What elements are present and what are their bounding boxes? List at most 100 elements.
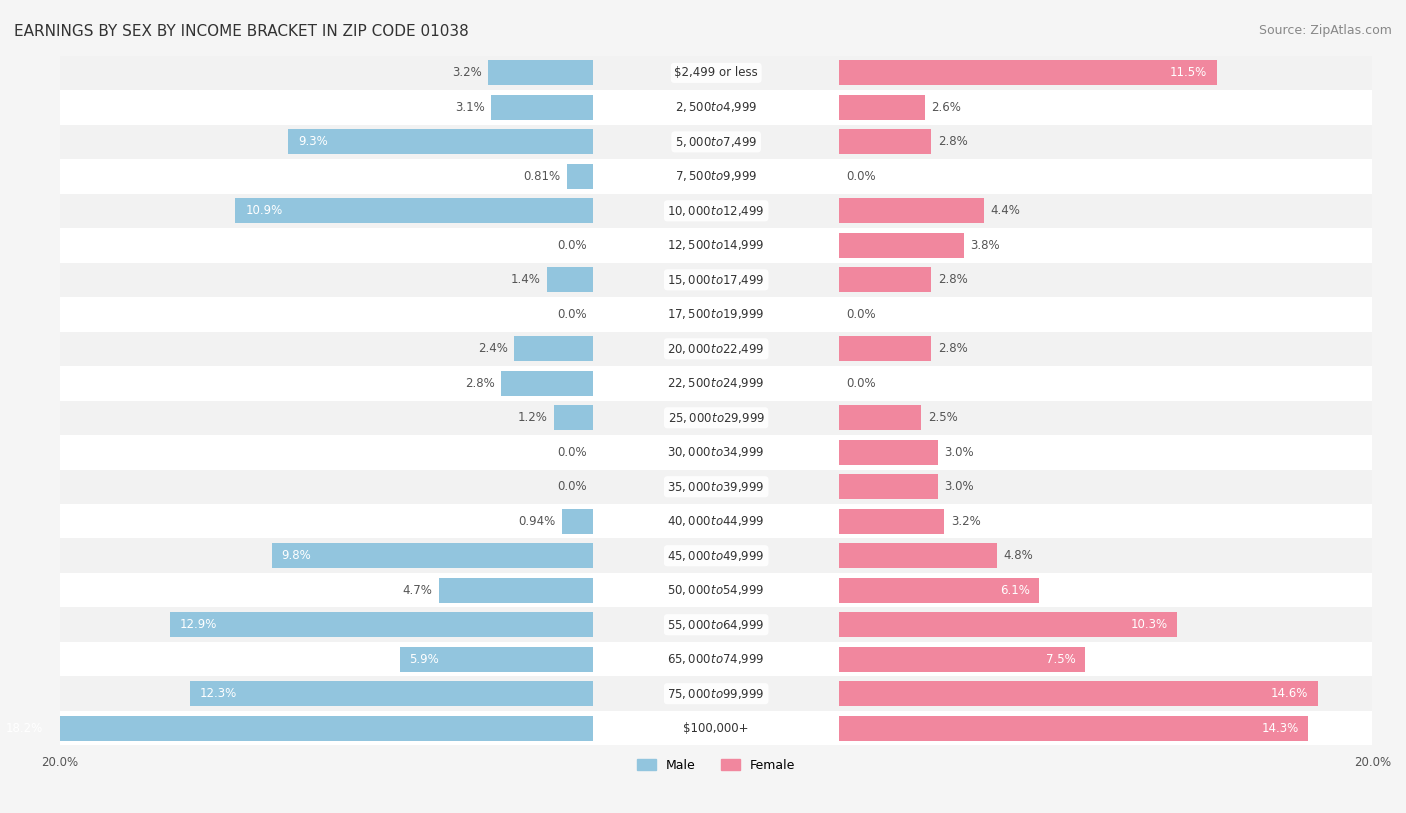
Text: 5.9%: 5.9% [409,653,439,666]
Text: 0.0%: 0.0% [557,480,586,493]
Text: 2.8%: 2.8% [465,376,495,389]
Text: 3.1%: 3.1% [456,101,485,114]
Bar [60,676,1372,711]
Bar [271,543,593,568]
Bar [839,715,1309,741]
Text: 14.6%: 14.6% [1271,687,1309,700]
Text: 20.0%: 20.0% [1354,756,1391,769]
Bar [839,406,921,430]
Bar [839,543,997,568]
Text: 0.81%: 0.81% [523,170,560,183]
Bar [515,337,593,361]
Bar [492,95,593,120]
Text: Source: ZipAtlas.com: Source: ZipAtlas.com [1258,24,1392,37]
Text: 18.2%: 18.2% [6,722,44,735]
Bar [488,60,593,85]
Bar [562,509,593,533]
Text: 2.6%: 2.6% [931,101,960,114]
Bar [60,470,1372,504]
Text: 0.0%: 0.0% [557,239,586,252]
Bar [60,297,1372,332]
Text: $22,500 to $24,999: $22,500 to $24,999 [668,376,765,390]
Text: 4.8%: 4.8% [1004,550,1033,563]
Text: $55,000 to $64,999: $55,000 to $64,999 [668,618,765,632]
Bar [60,332,1372,366]
Text: 2.5%: 2.5% [928,411,957,424]
Bar [567,164,593,189]
Bar [170,612,593,637]
Bar [839,95,925,120]
Bar [60,159,1372,193]
Text: 2.4%: 2.4% [478,342,508,355]
Bar [839,267,931,292]
Text: 14.3%: 14.3% [1261,722,1299,735]
Text: $20,000 to $22,499: $20,000 to $22,499 [668,341,765,356]
Text: 1.2%: 1.2% [517,411,547,424]
Text: 10.9%: 10.9% [245,204,283,217]
Text: $40,000 to $44,999: $40,000 to $44,999 [668,515,765,528]
Text: 0.0%: 0.0% [557,308,586,321]
Bar [60,401,1372,435]
Bar [839,198,984,224]
Bar [60,711,1372,746]
Bar [60,55,1372,90]
Text: 2.8%: 2.8% [938,273,967,286]
Text: 12.9%: 12.9% [180,618,217,631]
Bar [60,642,1372,676]
Bar [547,267,593,292]
Text: EARNINGS BY SEX BY INCOME BRACKET IN ZIP CODE 01038: EARNINGS BY SEX BY INCOME BRACKET IN ZIP… [14,24,468,39]
Text: 3.2%: 3.2% [451,67,482,80]
Bar [839,440,938,465]
Text: $35,000 to $39,999: $35,000 to $39,999 [668,480,765,493]
Text: $17,500 to $19,999: $17,500 to $19,999 [668,307,765,321]
Text: 2.8%: 2.8% [938,136,967,148]
Text: 3.8%: 3.8% [970,239,1000,252]
Text: 12.3%: 12.3% [200,687,236,700]
Bar [439,578,593,602]
Bar [839,509,945,533]
Bar [190,681,593,706]
Bar [839,129,931,154]
Text: 9.8%: 9.8% [281,550,311,563]
Bar [554,406,593,430]
Text: 4.4%: 4.4% [990,204,1019,217]
Bar [60,607,1372,642]
Bar [60,263,1372,297]
Text: 0.0%: 0.0% [846,308,876,321]
Text: 1.4%: 1.4% [510,273,541,286]
Bar [288,129,593,154]
Bar [60,504,1372,538]
Text: $100,000+: $100,000+ [683,722,749,735]
Bar [839,578,1039,602]
Bar [60,435,1372,470]
Bar [60,228,1372,263]
Text: $10,000 to $12,499: $10,000 to $12,499 [668,204,765,218]
Text: $2,499 or less: $2,499 or less [675,67,758,80]
Bar [0,715,593,741]
Text: 11.5%: 11.5% [1170,67,1206,80]
Text: 3.0%: 3.0% [945,480,974,493]
Bar [839,233,965,258]
Text: 3.0%: 3.0% [945,446,974,459]
Bar [60,538,1372,573]
Bar [60,124,1372,159]
Text: 7.5%: 7.5% [1046,653,1076,666]
Bar [839,681,1319,706]
Text: $25,000 to $29,999: $25,000 to $29,999 [668,411,765,424]
Text: 0.0%: 0.0% [846,170,876,183]
Text: 0.0%: 0.0% [557,446,586,459]
Bar [235,198,593,224]
Text: 10.3%: 10.3% [1130,618,1167,631]
Text: 3.2%: 3.2% [950,515,980,528]
Bar [502,371,593,396]
Text: $30,000 to $34,999: $30,000 to $34,999 [668,446,765,459]
Text: 0.0%: 0.0% [846,376,876,389]
Bar [839,647,1085,672]
Text: $7,500 to $9,999: $7,500 to $9,999 [675,169,758,184]
Bar [839,612,1177,637]
Text: $65,000 to $74,999: $65,000 to $74,999 [668,652,765,666]
Bar [60,90,1372,124]
Text: 6.1%: 6.1% [1000,584,1029,597]
Text: $75,000 to $99,999: $75,000 to $99,999 [668,687,765,701]
Legend: Male, Female: Male, Female [633,754,800,777]
